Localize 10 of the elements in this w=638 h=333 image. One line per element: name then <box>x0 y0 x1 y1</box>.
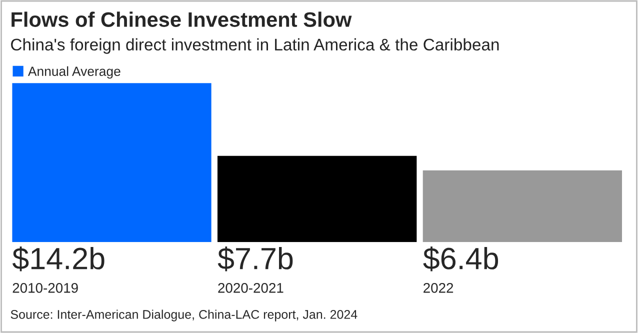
data-label: $6.4b <box>423 246 498 272</box>
data-label: $7.7b <box>218 246 293 272</box>
legend-label: Annual Average <box>28 66 120 79</box>
x-tick-label: 2022 <box>424 283 454 293</box>
x-tick-label: 2010-2019 <box>12 283 78 293</box>
data-label: $14.2b <box>12 246 104 272</box>
x-tick-label: 2020-2021 <box>218 283 284 293</box>
chart-subtitle: China's foreign direct investment in Latin America & the Caribbean <box>11 38 499 54</box>
chart-title: Flows of Chinese Investment Slow <box>12 12 352 27</box>
source-note: Source: Inter-American Dialogue, China-LAC report, Jan. 2024 <box>10 310 358 322</box>
